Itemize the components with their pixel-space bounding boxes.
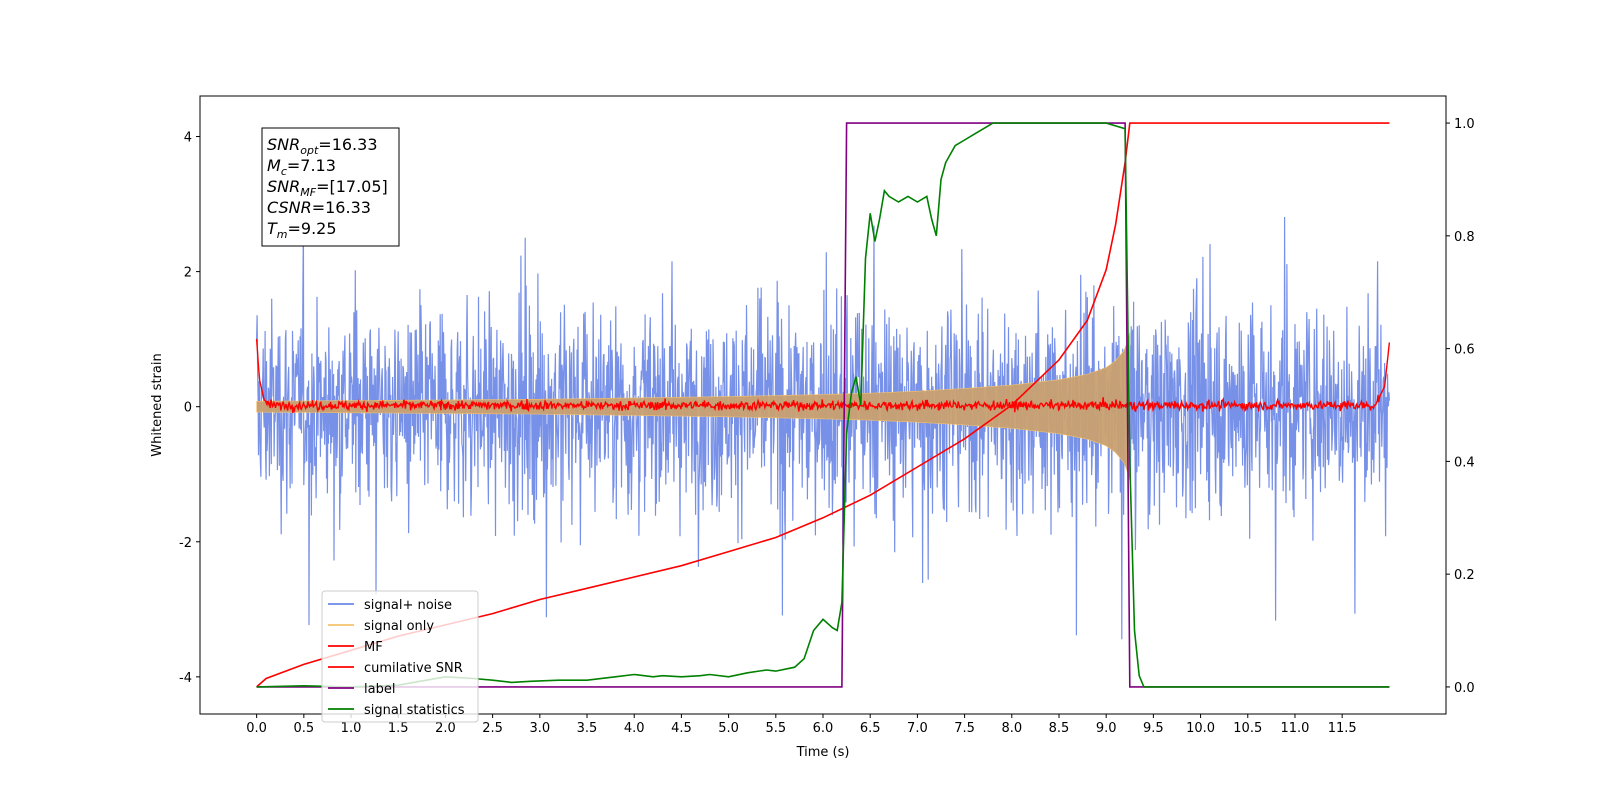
x-tick-label: 11.0: [1280, 721, 1309, 736]
x-tick-label: 8.0: [1001, 721, 1022, 736]
x-tick-label: 3.5: [577, 721, 598, 736]
info-symbol: M: [267, 156, 281, 175]
x-tick-label: 3.0: [529, 721, 550, 736]
legend-label: MF: [364, 640, 383, 655]
y2-tick-label: 0.0: [1454, 681, 1475, 696]
x-tick-label: 10.0: [1186, 721, 1215, 736]
x-tick-label: 0.5: [293, 721, 314, 736]
info-symbol: T: [267, 219, 278, 238]
plot-area: [255, 122, 1391, 688]
legend-label: cumilative SNR: [364, 661, 463, 676]
info-symbol: CSNR: [267, 198, 312, 217]
series-signal-statistics: [256, 122, 1390, 688]
info-value: =16.33: [312, 198, 371, 217]
legend-label: signal statistics: [364, 703, 465, 718]
series-mf: [255, 339, 1391, 414]
x-tick-label: 2.5: [482, 721, 503, 736]
x-tick-label: 7.0: [907, 721, 928, 736]
info-value: =9.25: [288, 219, 337, 238]
y-tick-label: -2: [179, 536, 192, 551]
axes: 0.0 0.5 1.0 1.5 2.0 2.5 3.0 3.5 4.0 4.5 5.0 5.5 6.0 6…: [150, 95, 1475, 760]
x-tick-label: 9.5: [1143, 721, 1164, 736]
x-tick-label: 6.5: [860, 721, 881, 736]
legend-label: signal+ noise: [364, 598, 452, 613]
x-tick-label: 4.0: [624, 721, 645, 736]
info-line-snr_mf: SNRMF=[17.05]: [267, 177, 388, 199]
info-line-mc: Mc=7.13: [267, 156, 336, 178]
x-tick-label: 10.5: [1233, 721, 1262, 736]
info-subscript: opt: [300, 144, 319, 157]
x-tick-label: 8.5: [1049, 721, 1070, 736]
info-value: =[17.05]: [316, 177, 388, 196]
info-value: =16.33: [318, 135, 377, 154]
y-axis-label: Whitened strain: [150, 353, 165, 456]
x-tick-label: 0.0: [246, 721, 267, 736]
y-tick-label: -4: [179, 671, 192, 686]
legend-label: signal only: [364, 619, 434, 634]
info-symbol: SNR: [267, 135, 300, 154]
info-subscript: m: [277, 228, 288, 241]
y2-tick-label: 1.0: [1454, 117, 1475, 132]
info-line-tm: Tm=9.25: [267, 219, 337, 241]
x-axis-label: Time (s): [796, 745, 850, 760]
x-tick-label: 4.5: [671, 721, 692, 736]
info-value: =7.13: [287, 156, 336, 175]
info-box: SNRopt=16.33Mc=7.13SNRMF=[17.05]CSNR=16.…: [261, 127, 400, 247]
info-subscript: c: [281, 165, 287, 178]
x-tick-label: 1.0: [341, 721, 362, 736]
y-tick-label: 4: [184, 131, 192, 146]
legend-label: label: [364, 682, 395, 697]
x-tick-label: 5.5: [765, 721, 786, 736]
y2-tick-label: 0.4: [1454, 455, 1475, 470]
legend: signal+ noise signal only MF cumilative SNR…: [321, 590, 479, 723]
info-line-csnr: CSNR=16.33: [267, 198, 371, 217]
y2-tick-label: 0.8: [1454, 230, 1475, 245]
info-subscript: MF: [300, 186, 316, 199]
x-tick-label: 1.5: [388, 721, 409, 736]
info-line-snr_opt: SNRopt=16.33: [267, 135, 378, 157]
x-tick-label: 9.0: [1096, 721, 1117, 736]
x-tick-label: 2.0: [435, 721, 456, 736]
info-box-frame: [261, 127, 400, 247]
series-signal-noise: [256, 216, 1390, 640]
x-tick-label: 11.5: [1328, 721, 1357, 736]
x-tick-label: 7.5: [954, 721, 975, 736]
y2-tick-label: 0.2: [1454, 568, 1475, 583]
x-tick-label: 6.0: [813, 721, 834, 736]
y-tick-label: 2: [184, 266, 192, 281]
legend-frame: [321, 590, 479, 723]
info-symbol: SNR: [267, 177, 300, 196]
x-tick-label: 5.0: [718, 721, 739, 736]
y-tick-label: 0: [184, 401, 192, 416]
y2-tick-label: 0.6: [1454, 343, 1475, 358]
